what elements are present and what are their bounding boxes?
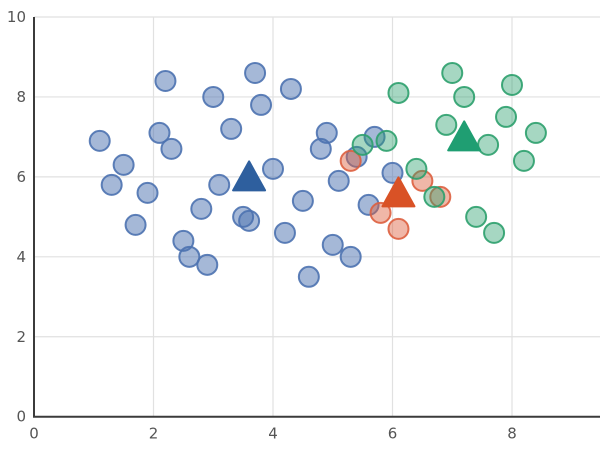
cluster-0-point xyxy=(88,129,111,152)
cluster-2-point xyxy=(387,81,410,104)
cluster-0-point xyxy=(154,69,177,92)
cluster-0-point xyxy=(244,61,267,84)
cluster-0-point xyxy=(208,173,231,196)
x-tick-label: 0 xyxy=(29,425,39,443)
x-tick-label: 6 xyxy=(388,425,398,443)
y-tick-label: 2 xyxy=(16,328,26,346)
cluster-0-point xyxy=(202,85,225,108)
cluster-0-point xyxy=(327,169,350,192)
cluster-0-point xyxy=(238,209,261,232)
y-tick-label: 4 xyxy=(16,248,26,266)
y-tick-label: 10 xyxy=(7,8,26,26)
cluster-0-point xyxy=(178,245,201,268)
x-tick-label: 4 xyxy=(268,425,278,443)
cluster-1-point xyxy=(429,185,452,208)
cluster-2-point xyxy=(477,133,500,156)
cluster-0-point xyxy=(250,93,273,116)
cluster-0-point xyxy=(279,77,302,100)
cluster-0-point xyxy=(357,193,380,216)
cluster-0-point xyxy=(124,213,147,236)
cluster-0-point xyxy=(339,245,362,268)
cluster-2-point xyxy=(453,85,476,108)
y-tick-label: 8 xyxy=(16,88,26,106)
x-tick-label: 2 xyxy=(149,425,159,443)
cluster-0-point xyxy=(160,137,183,160)
cluster-2-point xyxy=(501,73,523,96)
cluster-0-point xyxy=(273,221,296,244)
cluster-2-point xyxy=(465,205,488,228)
cluster-2-point xyxy=(435,113,458,136)
cluster-0-point xyxy=(190,197,213,220)
x-tick-label: 8 xyxy=(507,425,517,443)
cluster-0-point xyxy=(363,125,386,148)
cluster-0-point xyxy=(262,157,284,180)
centroid-1-marker xyxy=(381,176,416,208)
cluster-2-point xyxy=(483,221,506,244)
cluster-0-point xyxy=(100,173,123,196)
centroid-2-marker xyxy=(447,120,482,152)
y-tick-label: 0 xyxy=(16,408,26,426)
y-tick-label: 6 xyxy=(16,168,26,186)
cluster-1-point xyxy=(339,149,362,172)
cluster-0-point xyxy=(112,153,135,176)
cluster-0-point xyxy=(291,189,314,212)
cluster-0-point xyxy=(136,181,159,204)
cluster-0-point xyxy=(148,121,171,144)
cluster-2-point xyxy=(441,61,464,84)
cluster-0-point xyxy=(220,117,243,140)
cluster-0-point xyxy=(196,253,219,276)
cluster-0-point xyxy=(321,233,344,256)
cluster-2-point xyxy=(375,129,398,152)
cluster-2-point xyxy=(512,149,535,172)
cluster-0-point xyxy=(315,121,338,144)
centroid-0-marker xyxy=(232,160,267,192)
cluster-2-point xyxy=(405,157,428,180)
cluster-1-point xyxy=(387,217,410,240)
cluster-1-point xyxy=(411,169,434,192)
cluster-2-point xyxy=(423,185,446,208)
cluster-0-point xyxy=(297,265,320,288)
cluster-2-point xyxy=(495,105,518,128)
cluster-2-point xyxy=(524,121,547,144)
cluster-2-point xyxy=(351,133,374,156)
cluster-1-point xyxy=(369,201,392,224)
